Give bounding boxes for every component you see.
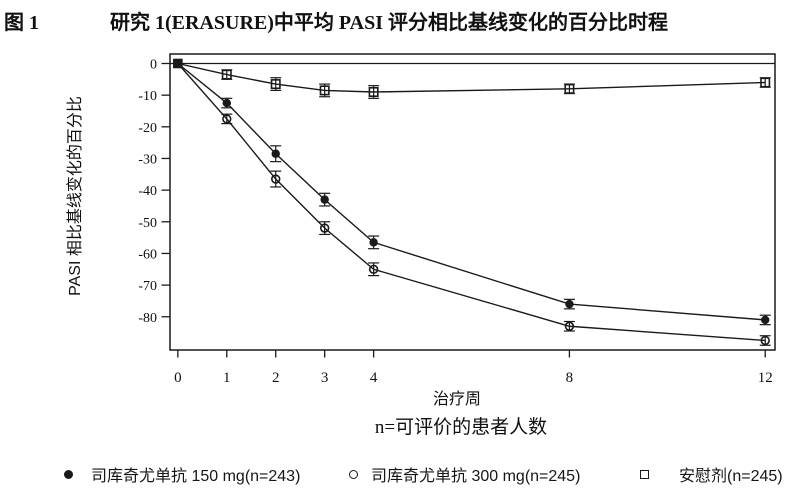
plot-frame bbox=[169, 53, 776, 351]
y-tick-label: -80 bbox=[138, 311, 157, 326]
series-open-circle bbox=[177, 63, 771, 346]
y-tick-label: -30 bbox=[138, 152, 157, 167]
open-square-marker-icon bbox=[640, 469, 649, 479]
data-point-marker bbox=[368, 264, 379, 274]
x-tick-label: 2 bbox=[272, 370, 280, 386]
legend-label: 司库奇尤单抗 150 mg(n=243) bbox=[91, 468, 301, 485]
data-point-marker bbox=[271, 149, 280, 158]
data-point-marker bbox=[761, 315, 770, 325]
data-point-marker bbox=[221, 69, 232, 80]
y-tick-label: -10 bbox=[138, 89, 157, 104]
evaluable-patients-note: n=可评价的患者人数 bbox=[375, 416, 547, 438]
y-tick-label: -50 bbox=[138, 216, 157, 231]
data-point-marker bbox=[319, 223, 330, 233]
series-line bbox=[177, 63, 766, 342]
x-tick-label: 0 bbox=[174, 370, 182, 386]
y-axis-title: PASI 相比基线变化的百分比 bbox=[66, 96, 84, 296]
data-point-marker bbox=[760, 77, 771, 88]
data-point-marker bbox=[320, 195, 329, 204]
data-point-marker bbox=[565, 299, 574, 309]
series-filled-circle bbox=[177, 62, 771, 326]
y-tick-label: -20 bbox=[138, 121, 157, 136]
legend-item-secukinumab-150mg: 司库奇尤单抗 150 mg(n=243) bbox=[64, 462, 300, 486]
x-tick-label: 1 bbox=[223, 370, 231, 386]
data-point-marker bbox=[564, 321, 575, 331]
legend-item-placebo: 安慰剂(n=245) bbox=[640, 462, 783, 486]
legend-label: 安慰剂(n=245) bbox=[679, 468, 783, 485]
x-tick-label: 12 bbox=[758, 370, 773, 386]
y-tick-label: -40 bbox=[138, 184, 157, 199]
open-circle-marker-icon bbox=[349, 469, 358, 479]
data-point-marker bbox=[270, 79, 281, 90]
baseline-origin-marker bbox=[173, 58, 183, 69]
y-tick-label: 0 bbox=[150, 57, 157, 72]
data-point-marker bbox=[271, 174, 281, 184]
data-point-marker bbox=[760, 335, 770, 346]
legend-item-secukinumab-300mg: 司库奇尤单抗 300 mg(n=245) bbox=[349, 462, 580, 486]
series-line bbox=[177, 62, 766, 321]
figure-title: 研究 1(ERASURE)中平均 PASI 评分相比基线变化的百分比时程 bbox=[110, 12, 668, 34]
figure-label: 图 1 bbox=[4, 12, 39, 34]
series-open-square bbox=[177, 62, 771, 99]
data-point-marker bbox=[368, 86, 379, 97]
filled-circle-marker-icon bbox=[64, 469, 73, 479]
data-point-marker bbox=[222, 98, 231, 108]
data-point-marker bbox=[564, 83, 575, 94]
data-point-marker bbox=[369, 238, 378, 247]
legend-label: 司库奇尤单抗 300 mg(n=245) bbox=[371, 468, 581, 485]
x-tick-label: 4 bbox=[370, 370, 378, 386]
x-tick-label: 3 bbox=[321, 370, 329, 386]
plot-area: 0-10-20-30-40-50-60-70-800 1 2 3 4 8 12 bbox=[138, 53, 776, 386]
y-tick-label: -60 bbox=[138, 247, 157, 262]
data-point-marker bbox=[222, 114, 232, 124]
x-axis-title: 治疗周 bbox=[433, 390, 481, 408]
data-point-marker bbox=[319, 85, 330, 96]
series-line bbox=[177, 62, 766, 93]
y-tick-label: -70 bbox=[138, 279, 157, 294]
x-tick-label: 8 bbox=[566, 370, 574, 386]
